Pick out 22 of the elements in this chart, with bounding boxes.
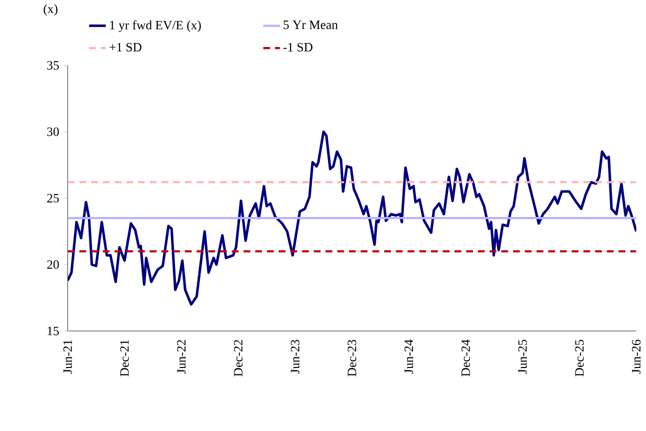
x-tick-label: Jun-21 [63,340,72,374]
legend-label: 1 yr fwd EV/E (x) [110,20,201,32]
x-tick-label: Jun-26 [632,340,641,374]
y-axis-title: (x) [44,4,58,16]
legend-label: -1 SD [283,43,312,52]
line-series [68,130,636,306]
x-tick-label: Dec-24 [461,340,470,377]
legend-label: 5 Yr Mean [284,20,338,30]
y-tick-label: 20 [47,260,59,270]
legend-label: +1 SD [110,43,142,52]
y-tick-label: 25 [47,194,59,203]
y-tick-label: 30 [47,128,59,136]
x-tick-label: Dec-23 [348,340,356,377]
x-tick-label: Jun-25 [518,340,527,374]
x-tick-label: Jun-23 [290,340,300,374]
x-tick-label: Dec-25 [575,340,584,377]
x-tick-label: Dec-21 [120,340,129,377]
y-tick-label: 15 [48,326,59,336]
x-tick-label: Jun-24 [404,340,414,374]
x-tick-label: Dec-22 [234,340,243,377]
y-tick-label: 35 [47,61,59,70]
x-tick-label: Jun-22 [177,340,186,374]
